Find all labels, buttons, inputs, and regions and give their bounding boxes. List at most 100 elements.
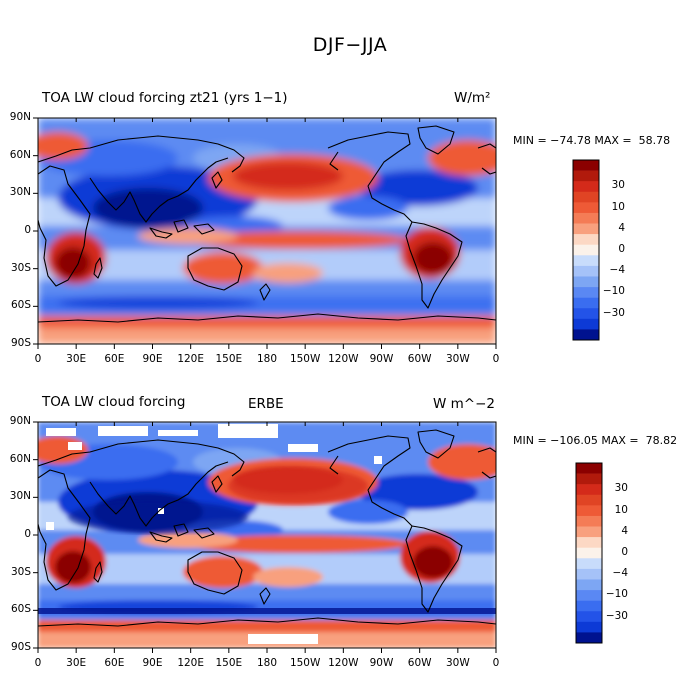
lon-label: 180 bbox=[256, 353, 278, 365]
lon-label: 60E bbox=[104, 657, 125, 669]
lon-label: 150E bbox=[215, 353, 243, 365]
lon-label: 0 bbox=[492, 657, 500, 669]
colorbar-label: 10 bbox=[611, 200, 625, 213]
colorbar-label: 0 bbox=[621, 546, 628, 558]
colorbar-swatch bbox=[573, 244, 599, 256]
colorbar-swatch bbox=[576, 515, 602, 527]
lon-label: 180 bbox=[256, 657, 278, 669]
colorbar-frame bbox=[572, 159, 600, 341]
lon-label: 120W bbox=[328, 657, 359, 669]
panel-1-minmax: MIN = −74.78 MAX = 58.78 bbox=[513, 134, 671, 147]
lon-label: 0 bbox=[34, 657, 42, 669]
colorbar-label: −30 bbox=[605, 609, 628, 622]
colorbar-swatch bbox=[573, 160, 599, 171]
lon-label: 120E bbox=[177, 353, 204, 365]
lat-label: 60S bbox=[10, 299, 31, 312]
colorbar-swatch bbox=[576, 484, 602, 496]
colorbar-swatch bbox=[573, 329, 599, 341]
colorbar-swatch bbox=[573, 255, 599, 267]
colorbar-label: 30 bbox=[614, 482, 628, 495]
lat-label: 30S bbox=[10, 261, 31, 274]
colorbar-swatch bbox=[573, 202, 599, 214]
colorbar-swatch bbox=[576, 463, 602, 474]
lat-label: 0 bbox=[24, 224, 31, 236]
lon-label: 30W bbox=[445, 353, 470, 365]
colorbar-swatch bbox=[576, 590, 602, 601]
colorbar-label: −4 bbox=[612, 567, 628, 580]
colorbar-label: 4 bbox=[621, 524, 628, 537]
lat-label: 60N bbox=[9, 148, 31, 161]
colorbar-swatch bbox=[576, 526, 602, 538]
colorbar-swatch bbox=[576, 568, 602, 580]
model-map bbox=[38, 118, 496, 344]
lat-label: 60S bbox=[10, 603, 31, 616]
lon-label: 30W bbox=[445, 657, 470, 669]
lon-label: 0 bbox=[492, 353, 500, 365]
lon-label: 90E bbox=[142, 657, 163, 669]
lat-label: 30S bbox=[10, 565, 31, 578]
lat-label: 90N bbox=[9, 415, 31, 427]
colorbar-swatch bbox=[576, 579, 602, 591]
colorbar-swatch bbox=[576, 547, 602, 559]
panel-2-title: TOA LW cloud forcing bbox=[42, 394, 186, 410]
lon-label: 150W bbox=[289, 657, 321, 669]
lat-label: 30N bbox=[9, 186, 31, 199]
lon-label: 30E bbox=[66, 657, 87, 669]
colorbar-label: −10 bbox=[605, 588, 628, 601]
panel-2-minmax: MIN = −106.05 MAX = 78.82 bbox=[513, 434, 678, 447]
lat-label: 0 bbox=[24, 528, 31, 540]
lon-label: 90W bbox=[369, 353, 394, 365]
lat-label: 90S bbox=[10, 641, 31, 653]
lon-label: 150E bbox=[215, 657, 243, 669]
lat-label: 30N bbox=[9, 490, 31, 503]
colorbar-swatch bbox=[573, 234, 599, 246]
colorbar-label: 4 bbox=[618, 221, 625, 234]
colorbar-swatch bbox=[573, 308, 599, 320]
lon-label: 120E bbox=[177, 657, 204, 669]
colorbar-label: −10 bbox=[602, 285, 625, 298]
lon-label: 0 bbox=[34, 353, 42, 365]
page-title: DJF−JJA bbox=[312, 34, 388, 56]
colorbar-swatch bbox=[573, 318, 599, 330]
panel-2-subtitle: ERBE bbox=[248, 396, 284, 412]
colorbar-swatch bbox=[573, 297, 599, 309]
colorbar-label: 30 bbox=[611, 179, 625, 192]
lon-label: 60W bbox=[407, 353, 432, 365]
lon-label: 60E bbox=[104, 353, 125, 365]
colorbar-swatch bbox=[573, 191, 599, 203]
colorbar-swatch bbox=[573, 223, 599, 235]
lat-label: 60N bbox=[9, 452, 31, 465]
colorbar-swatch bbox=[576, 632, 602, 644]
colorbar-label: 0 bbox=[618, 243, 625, 255]
panel-1-units: W/m² bbox=[454, 90, 491, 106]
colorbar-swatch bbox=[576, 473, 602, 485]
lon-label: 60W bbox=[407, 657, 432, 669]
colorbar-label: 10 bbox=[614, 503, 628, 516]
lon-label: 30E bbox=[66, 353, 87, 365]
lon-label: 90W bbox=[369, 657, 394, 669]
lon-label: 120W bbox=[328, 353, 359, 365]
colorbar-swatch bbox=[573, 276, 599, 288]
colorbar-swatch bbox=[576, 600, 602, 612]
colorbar-swatch bbox=[573, 287, 599, 298]
colorbar-swatch bbox=[576, 611, 602, 623]
lon-label: 90E bbox=[142, 353, 163, 365]
colorbar-swatch bbox=[573, 170, 599, 182]
colorbar-label: −30 bbox=[602, 306, 625, 319]
lat-label: 90N bbox=[9, 111, 31, 123]
colorbar-swatch bbox=[576, 494, 602, 506]
panel-2-units: W m^−2 bbox=[433, 396, 496, 412]
obs-map bbox=[38, 422, 496, 648]
colorbar-label: −4 bbox=[609, 264, 625, 277]
panel-1-title: TOA LW cloud forcing zt21 (yrs 1−1) bbox=[42, 90, 288, 106]
colorbar-swatch bbox=[573, 265, 599, 277]
lat-label: 90S bbox=[10, 337, 31, 349]
colorbar-swatch bbox=[576, 537, 602, 549]
colorbar-swatch bbox=[576, 621, 602, 633]
colorbar-frame bbox=[575, 462, 603, 644]
colorbar-swatch bbox=[576, 558, 602, 570]
colorbar-swatch bbox=[576, 505, 602, 517]
colorbar-swatch bbox=[573, 181, 599, 193]
lon-label: 150W bbox=[289, 353, 321, 365]
